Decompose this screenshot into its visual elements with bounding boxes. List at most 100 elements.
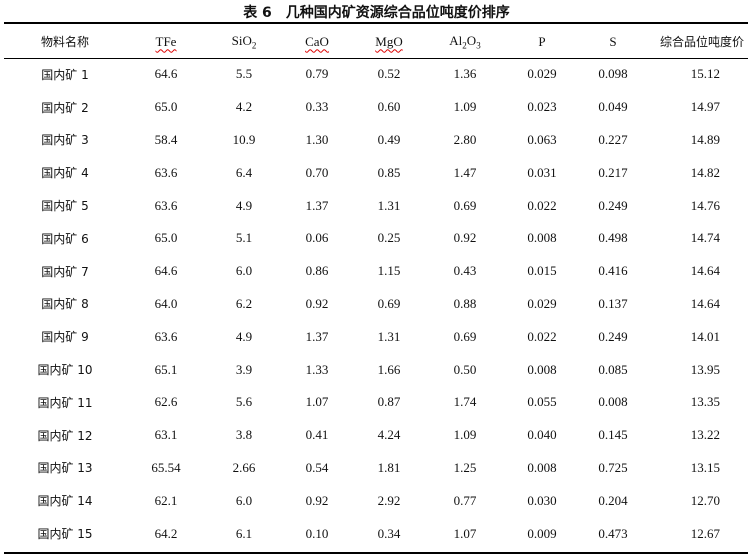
- value-cell: 62.6: [154, 394, 178, 410]
- top-rule: [4, 22, 748, 24]
- value-cell: 0.54: [305, 459, 329, 475]
- value-cell: 14.64: [690, 263, 720, 279]
- column-header: CaO: [282, 25, 352, 58]
- value-cell: 1.47: [453, 164, 477, 180]
- value-cell: 0.416: [598, 263, 628, 279]
- value-cell: 13.35: [690, 394, 720, 410]
- value-cell: 1.33: [305, 361, 329, 377]
- value-cell: 0.031: [527, 164, 557, 180]
- column-header-label: Al: [449, 32, 463, 48]
- value-cell: 6.4: [235, 164, 253, 180]
- value-cell: 0.92: [305, 295, 329, 311]
- table-row: 国内矿 8 64.0 6.2 0.92 0.69 0.88 0.029 0.137 14.64: [4, 288, 748, 321]
- subscript: 3: [476, 40, 481, 51]
- value-cell: 0.029: [527, 295, 557, 311]
- subscript: 2: [251, 40, 257, 51]
- value-cell: 1.81: [377, 459, 401, 475]
- value-cell: 0.77: [453, 492, 477, 508]
- material-name-cell: 国内矿 4: [41, 166, 89, 181]
- ore-ranking-table: 物料名称 TFe SiO2 CaO MgO Al2O3 P S 综合品位吨度价 国内矿 1 64.…: [4, 25, 748, 550]
- value-cell: 63.6: [154, 164, 178, 180]
- value-cell: 14.74: [690, 230, 720, 246]
- value-cell: 0.85: [377, 164, 401, 180]
- value-cell: 64.2: [154, 525, 178, 541]
- column-header-label: 物料名称: [40, 35, 89, 49]
- value-cell: 14.89: [690, 131, 720, 147]
- value-cell: 13.15: [690, 459, 720, 475]
- table-row: 国内矿 6 65.0 5.1 0.06 0.25 0.92 0.008 0.498 14.74: [4, 222, 748, 255]
- value-cell: 64.6: [154, 263, 178, 279]
- column-header: MgO: [352, 25, 426, 58]
- value-cell: 0.34: [377, 525, 401, 541]
- value-cell: 0.015: [527, 263, 557, 279]
- value-cell: 0.41: [305, 427, 329, 443]
- value-cell: 12.67: [690, 525, 720, 541]
- value-cell: 63.1: [154, 427, 178, 443]
- value-cell: 0.69: [377, 295, 401, 311]
- value-cell: 3.8: [235, 427, 253, 443]
- value-cell: 0.725: [598, 459, 628, 475]
- value-cell: 0.098: [598, 66, 628, 82]
- table-row: 国内矿 5 63.6 4.9 1.37 1.31 0.69 0.022 0.249 14.76: [4, 189, 748, 222]
- value-cell: 0.008: [598, 394, 628, 410]
- value-cell: 6.0: [235, 492, 253, 508]
- column-header-label: 综合品位吨度价: [659, 35, 744, 49]
- value-cell: 0.43: [453, 263, 477, 279]
- value-cell: 0.69: [453, 197, 477, 213]
- material-name-cell: 国内矿 2: [41, 100, 89, 115]
- table-row: 国内矿 9 63.6 4.9 1.37 1.31 0.69 0.022 0.249 14.01: [4, 320, 748, 353]
- value-cell: 0.049: [598, 99, 628, 115]
- value-cell: 0.86: [305, 263, 329, 279]
- table-row: 国内矿 11 62.6 5.6 1.07 0.87 1.74 0.055 0.008 13.35: [4, 386, 748, 419]
- material-name-cell: 国内矿 12: [37, 428, 93, 443]
- value-cell: 1.07: [305, 394, 329, 410]
- column-header-label: P: [538, 33, 546, 49]
- value-cell: 0.063: [527, 131, 557, 147]
- value-cell: 0.008: [527, 459, 557, 475]
- material-name-cell: 国内矿 11: [37, 395, 93, 410]
- value-cell: 13.22: [690, 427, 720, 443]
- value-cell: 0.50: [453, 361, 477, 377]
- material-name-cell: 国内矿 8: [41, 297, 89, 312]
- value-cell: 62.1: [154, 492, 178, 508]
- value-cell: 14.82: [690, 164, 720, 180]
- material-name-cell: 国内矿 15: [37, 527, 93, 542]
- value-cell: 6.1: [235, 525, 253, 541]
- value-cell: 1.09: [453, 427, 477, 443]
- value-cell: 14.76: [690, 197, 720, 213]
- value-cell: 6.2: [235, 295, 253, 311]
- material-name-cell: 国内矿 13: [37, 461, 93, 476]
- value-cell: 15.12: [690, 66, 720, 82]
- subscript: 2: [462, 40, 467, 51]
- value-cell: 0.249: [598, 328, 628, 344]
- value-cell: 1.07: [453, 525, 477, 541]
- table-row: 国内矿 2 65.0 4.2 0.33 0.60 1.09 0.023 0.049 14.97: [4, 91, 748, 124]
- value-cell: 1.74: [453, 394, 477, 410]
- value-cell: 12.70: [690, 492, 720, 508]
- value-cell: 2.80: [453, 131, 477, 147]
- value-cell: 0.040: [527, 427, 557, 443]
- value-cell: 14.97: [690, 99, 720, 115]
- column-header-label: TFe: [155, 33, 177, 49]
- material-name-cell: 国内矿 10: [37, 363, 93, 378]
- value-cell: 0.008: [527, 230, 557, 246]
- value-cell: 65.1: [154, 361, 178, 377]
- value-cell: 1.09: [453, 99, 477, 115]
- header-row: 物料名称 TFe SiO2 CaO MgO Al2O3 P S 综合品位吨度价: [4, 25, 748, 58]
- table-row: 国内矿 1 64.6 5.5 0.79 0.52 1.36 0.029 0.098 15.12: [4, 58, 748, 91]
- value-cell: 0.87: [377, 394, 401, 410]
- value-cell: 5.6: [235, 394, 253, 410]
- value-cell: 1.66: [377, 361, 401, 377]
- value-cell: 0.022: [527, 197, 557, 213]
- value-cell: 0.145: [598, 427, 628, 443]
- value-cell: 0.10: [305, 525, 329, 541]
- value-cell: 0.33: [305, 99, 329, 115]
- value-cell: 0.023: [527, 99, 557, 115]
- material-name-cell: 国内矿 3: [41, 133, 89, 148]
- value-cell: 0.69: [453, 328, 477, 344]
- value-cell: 0.217: [598, 164, 628, 180]
- value-cell: 0.137: [598, 295, 628, 311]
- value-cell: 0.029: [527, 66, 557, 82]
- table-row: 国内矿 15 64.2 6.1 0.10 0.34 1.07 0.009 0.473 12.67: [4, 517, 748, 550]
- material-name-cell: 国内矿 1: [41, 67, 89, 82]
